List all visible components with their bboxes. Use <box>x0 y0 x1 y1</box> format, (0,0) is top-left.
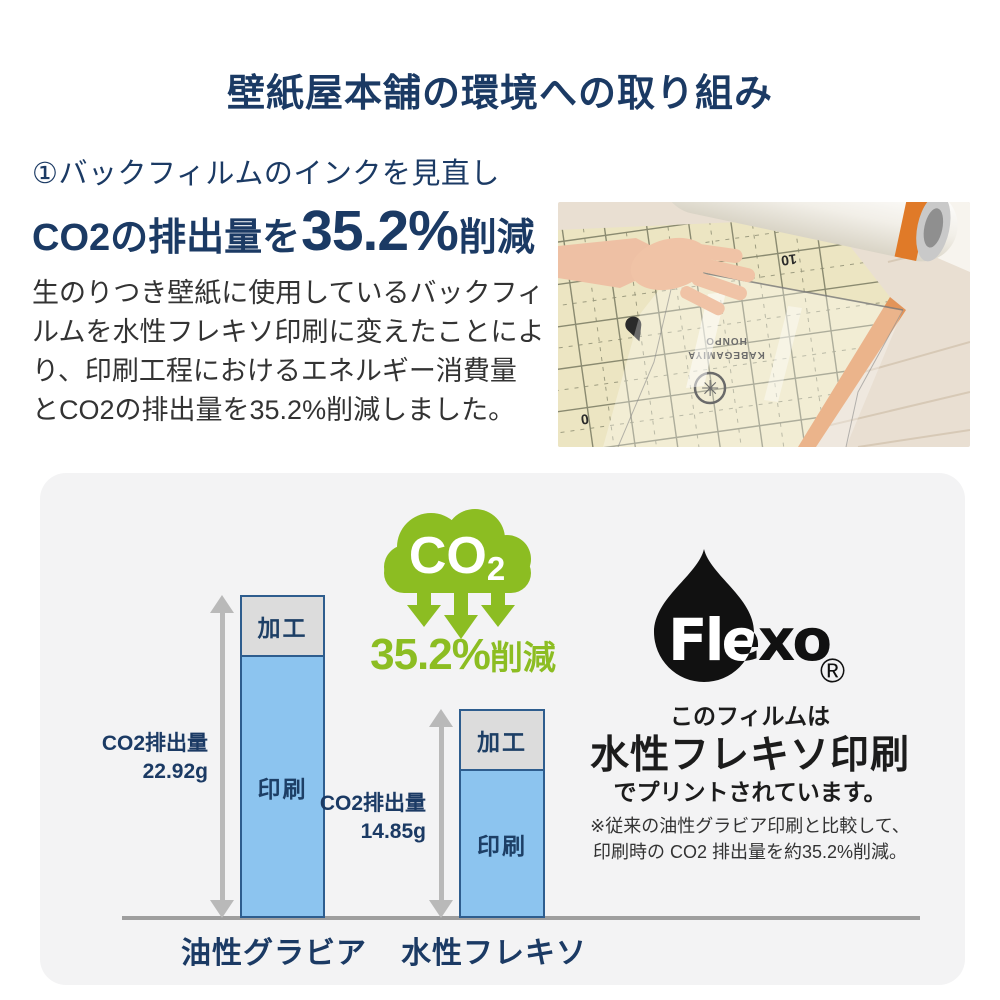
headline-value: 35.2% <box>301 199 459 263</box>
total-value: 22.92g <box>142 760 208 783</box>
arrow-down-icon <box>429 900 453 918</box>
chart-baseline <box>122 916 920 920</box>
total-value: 14.85g <box>360 820 426 843</box>
reduction-value: 35.2% <box>370 630 491 679</box>
flexo-logo: Flexo Flexo ® <box>652 548 864 695</box>
hand <box>558 237 756 316</box>
svg-text:0: 0 <box>580 411 590 428</box>
co2-reduction-headline: CO2の排出量を 35.2% 削減 <box>32 198 535 264</box>
bar-segment-printing: 印刷 <box>242 657 323 916</box>
right-bar-height-arrow <box>427 709 455 918</box>
svg-text:KABEGAMIYA: KABEGAMIYA <box>687 349 764 360</box>
arrow-up-icon <box>429 709 453 727</box>
bar-segment-printing: 印刷 <box>461 771 543 916</box>
total-label-oil: CO2排出量 22.92g <box>58 730 208 786</box>
headline-prefix: CO2の排出量を <box>32 217 301 259</box>
step-heading: ①バックフィルムのインクを見直し <box>32 158 500 190</box>
arrow-down-icon <box>210 900 234 918</box>
segment-label: 印刷 <box>477 832 527 859</box>
bar-segment-processing: 加工 <box>461 711 543 771</box>
footnote-line: 印刷時の CO2 排出量を約35.2%削減。 <box>592 842 908 862</box>
paragraph-line: り、印刷工程におけるエネルギー消費量 <box>32 356 517 386</box>
arrow-up-icon <box>210 595 234 613</box>
printed-brand-mark: KABEGAMIYA HONPO ✳ 10 0 <box>580 251 798 428</box>
arrow-shaft <box>219 613 225 900</box>
footnote-line: ※従来の油性グラビア印刷と比較して、 <box>590 816 910 836</box>
svg-text:10: 10 <box>780 251 798 269</box>
paragraph-line: 生のりつき壁紙に使用しているバックフィ <box>32 278 544 308</box>
bar-segment-processing: 加工 <box>242 597 323 657</box>
reduction-percentage: 35.2%削減 <box>340 630 586 680</box>
svg-text:CO2: CO2 <box>409 527 505 587</box>
svg-text:HONPO: HONPO <box>705 335 747 346</box>
headline-suffix: 削減 <box>458 217 535 259</box>
wallpaper-roll <box>662 202 958 262</box>
product-photo: KABEGAMIYA HONPO ✳ 10 0 <box>558 202 970 447</box>
co2-cloud-icon: CO2 <box>384 509 531 639</box>
droplet-mark-icon <box>625 316 642 342</box>
segment-label: 印刷 <box>257 775 308 802</box>
svg-text:✳: ✳ <box>701 375 719 400</box>
clear-film <box>603 267 904 447</box>
arrow-shaft <box>438 727 444 900</box>
photo-illustration: KABEGAMIYA HONPO ✳ 10 0 <box>558 202 970 447</box>
left-bar-height-arrow <box>208 595 236 918</box>
total-title: CO2排出量 <box>101 732 208 755</box>
bar-water-flexo: 加工 印刷 <box>459 709 545 918</box>
bar-oil-gravure: 加工 印刷 <box>240 595 325 918</box>
registered-mark: ® <box>820 652 845 690</box>
paragraph-line: ルムを水性フレキソ印刷に変えたことによ <box>32 317 545 347</box>
film-printed-line: でプリントされています。 <box>613 779 887 805</box>
category-water-flexo: 水性フレキソ <box>401 937 587 970</box>
total-label-water: CO2排出量 14.85g <box>278 790 426 846</box>
category-oil-gravure: 油性グラビア <box>181 937 367 970</box>
intro-paragraph: 生のりつき壁紙に使用しているバックフィ ルムを水性フレキソ印刷に変えたことによ … <box>32 274 562 430</box>
page-title: 壁紙屋本舗の環境への取り組み <box>226 73 773 115</box>
segment-label: 加工 <box>257 615 308 641</box>
film-print-method: 水性フレキソ印刷 <box>589 734 910 777</box>
svg-text:Flexo: Flexo <box>668 606 830 674</box>
total-title: CO2排出量 <box>319 792 426 815</box>
paragraph-line: とCO2の排出量を35.2%削減しました。 <box>32 395 516 425</box>
flexo-droplet-icon: Flexo Flexo ® <box>654 549 845 690</box>
reduction-suffix: 削減 <box>489 639 556 676</box>
svg-text:Flexo: Flexo <box>668 606 830 674</box>
co2-cloud-badge: CO2 <box>377 497 545 654</box>
circle-logo-icon: ✳ <box>693 371 727 405</box>
sheet-orange-edge <box>798 297 906 447</box>
film-intro-line: このフィルムは <box>669 703 831 729</box>
segment-label: 加工 <box>477 729 527 755</box>
